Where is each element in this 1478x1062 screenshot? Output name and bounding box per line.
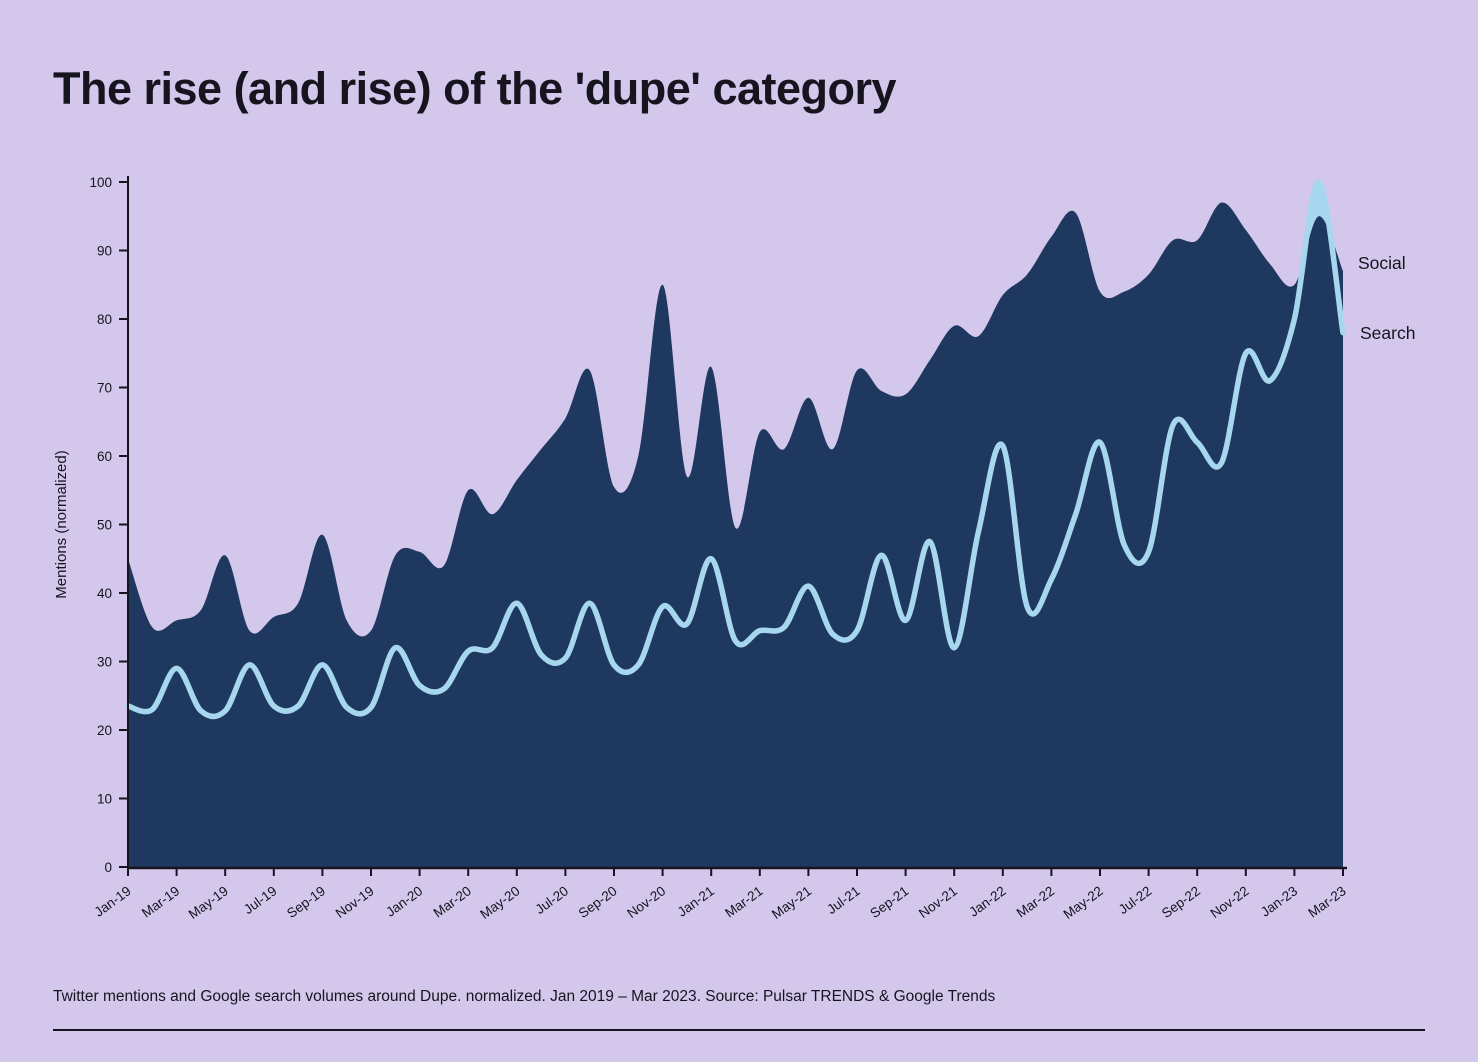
y-tick-label: 40	[97, 586, 112, 601]
x-tick-label: May-19	[186, 883, 231, 922]
x-axis-ticks: Jan-19 Mar-19 May-19 Jul-19 Sep-19 Nov-19 Jan-…	[92, 869, 1349, 922]
x-tick-label: Mar-19	[139, 883, 182, 920]
x-tick-label: May-21	[769, 883, 814, 922]
x-tick-label: May-20	[477, 883, 522, 922]
y-tick-label: 20	[97, 723, 112, 738]
page-title: The rise (and rise) of the 'dupe' catego…	[53, 63, 897, 114]
bottom-divider	[53, 1029, 1425, 1031]
y-axis-title: Mentions (normalized)	[53, 450, 70, 598]
y-tick-label: 60	[97, 449, 112, 464]
x-tick-label: Sep-21	[867, 883, 911, 921]
x-tick-label: Nov-19	[333, 883, 377, 921]
x-tick-label: Mar-22	[1014, 883, 1057, 920]
legend-label-social: Social	[1358, 253, 1406, 273]
x-tick-label: Jan-19	[92, 883, 134, 919]
social-area-fill	[128, 202, 1343, 867]
y-tick-label: 30	[97, 655, 112, 670]
search-line	[125, 179, 1346, 720]
axes	[127, 176, 1347, 870]
x-tick-label: Jan-23	[1258, 883, 1300, 919]
x-tick-label: Mar-21	[722, 883, 765, 920]
x-tick-label: Jul-22	[1116, 883, 1155, 917]
y-axis-ticks: 0 10 20 30 40 50 60 70 80 90 100	[89, 175, 128, 875]
y-tick-label: 0	[104, 860, 112, 875]
y-tick-label: 50	[97, 518, 112, 533]
y-tick-label: 10	[97, 792, 112, 807]
x-tick-label: Jan-20	[383, 883, 425, 919]
x-tick-label: Nov-21	[916, 883, 960, 921]
x-tick-label: Nov-22	[1208, 883, 1252, 921]
x-tick-label: Sep-19	[284, 883, 328, 921]
legend-label-search: Search	[1360, 323, 1416, 343]
x-tick-label: Jul-19	[241, 883, 280, 917]
x-tick-label: Mar-20	[431, 883, 474, 920]
x-tick-label: Nov-20	[624, 883, 668, 921]
y-tick-label: 90	[97, 244, 112, 259]
x-tick-label: Sep-22	[1159, 883, 1203, 921]
x-tick-label: Jan-21	[675, 883, 717, 919]
y-tick-label: 80	[97, 312, 112, 327]
x-tick-label: Jul-20	[533, 883, 572, 917]
y-tick-label: 100	[89, 175, 112, 190]
chart-caption: Twitter mentions and Google search volum…	[53, 988, 996, 1005]
y-tick-label: 70	[97, 381, 112, 396]
x-tick-label: Jan-22	[966, 883, 1008, 919]
x-tick-label: Sep-20	[576, 883, 620, 921]
x-tick-label: Mar-23	[1305, 883, 1348, 920]
x-tick-label: Jul-21	[824, 883, 863, 917]
x-tick-label: May-22	[1061, 883, 1106, 922]
